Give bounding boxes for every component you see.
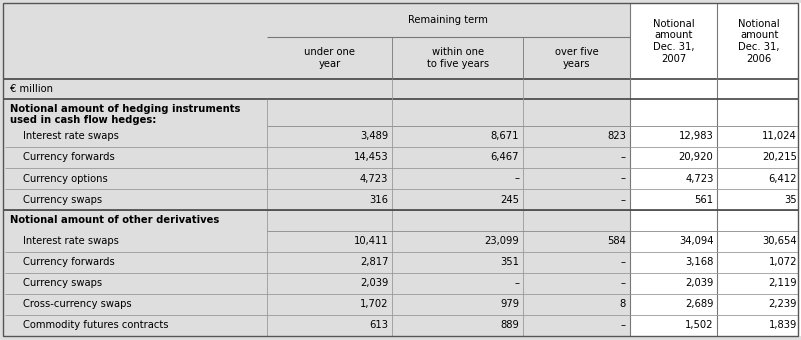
Text: 245: 245	[501, 195, 519, 205]
Text: 2,817: 2,817	[360, 257, 388, 267]
Text: 34,094: 34,094	[679, 236, 714, 246]
Text: 1,072: 1,072	[768, 257, 797, 267]
Text: over five
years: over five years	[555, 47, 598, 69]
Text: Cross-currency swaps: Cross-currency swaps	[23, 299, 132, 309]
Text: 2,239: 2,239	[768, 299, 797, 309]
Text: 4,723: 4,723	[685, 174, 714, 184]
Text: Currency forwards: Currency forwards	[23, 152, 115, 163]
Text: 23,099: 23,099	[485, 236, 519, 246]
Text: Notional
amount
Dec. 31,
2006: Notional amount Dec. 31, 2006	[739, 19, 780, 64]
Text: 1,839: 1,839	[769, 320, 797, 330]
Text: 561: 561	[694, 195, 714, 205]
Text: 3,168: 3,168	[685, 257, 714, 267]
Text: under one
year: under one year	[304, 47, 355, 69]
Text: 2,039: 2,039	[360, 278, 388, 288]
Text: 20,920: 20,920	[678, 152, 714, 163]
Text: 6,467: 6,467	[491, 152, 519, 163]
Text: 12,983: 12,983	[678, 131, 714, 141]
Text: 10,411: 10,411	[354, 236, 388, 246]
Text: 1,502: 1,502	[685, 320, 714, 330]
Text: 30,654: 30,654	[763, 236, 797, 246]
Text: 2,689: 2,689	[685, 299, 714, 309]
Text: Notional amount of hedging instruments
used in cash flow hedges:: Notional amount of hedging instruments u…	[10, 103, 240, 125]
Text: 889: 889	[501, 320, 519, 330]
Text: 11,024: 11,024	[763, 131, 797, 141]
Text: Commodity futures contracts: Commodity futures contracts	[23, 320, 169, 330]
Text: 8: 8	[620, 299, 626, 309]
Text: 613: 613	[369, 320, 388, 330]
Text: 35: 35	[784, 195, 797, 205]
Text: –: –	[621, 195, 626, 205]
Text: € million: € million	[10, 84, 53, 94]
Text: 351: 351	[501, 257, 519, 267]
Text: 4,723: 4,723	[360, 174, 388, 184]
Text: –: –	[621, 257, 626, 267]
Text: Remaining term: Remaining term	[409, 15, 489, 25]
Text: 584: 584	[607, 236, 626, 246]
Text: 823: 823	[607, 131, 626, 141]
Text: Currency options: Currency options	[23, 174, 108, 184]
Text: 979: 979	[500, 299, 519, 309]
Text: Interest rate swaps: Interest rate swaps	[23, 131, 119, 141]
Text: 2,119: 2,119	[768, 278, 797, 288]
Text: 3,489: 3,489	[360, 131, 388, 141]
Text: –: –	[621, 174, 626, 184]
Text: Notional amount of other derivatives: Notional amount of other derivatives	[10, 215, 219, 225]
Text: –: –	[621, 278, 626, 288]
Bar	[630, 3, 801, 336]
Text: 8,671: 8,671	[491, 131, 519, 141]
Text: 14,453: 14,453	[354, 152, 388, 163]
Text: Currency swaps: Currency swaps	[23, 278, 103, 288]
Text: Interest rate swaps: Interest rate swaps	[23, 236, 119, 246]
Text: –: –	[621, 320, 626, 330]
Text: Currency swaps: Currency swaps	[23, 195, 103, 205]
Text: 20,215: 20,215	[762, 152, 797, 163]
Text: 6,412: 6,412	[768, 174, 797, 184]
Text: Notional
amount
Dec. 31,
2007: Notional amount Dec. 31, 2007	[653, 19, 694, 64]
Text: 1,702: 1,702	[360, 299, 388, 309]
Text: –: –	[514, 174, 519, 184]
Text: 2,039: 2,039	[685, 278, 714, 288]
Text: –: –	[621, 152, 626, 163]
Text: within one
to five years: within one to five years	[427, 47, 489, 69]
Text: –: –	[514, 278, 519, 288]
Text: Currency forwards: Currency forwards	[23, 257, 115, 267]
Text: 316: 316	[369, 195, 388, 205]
